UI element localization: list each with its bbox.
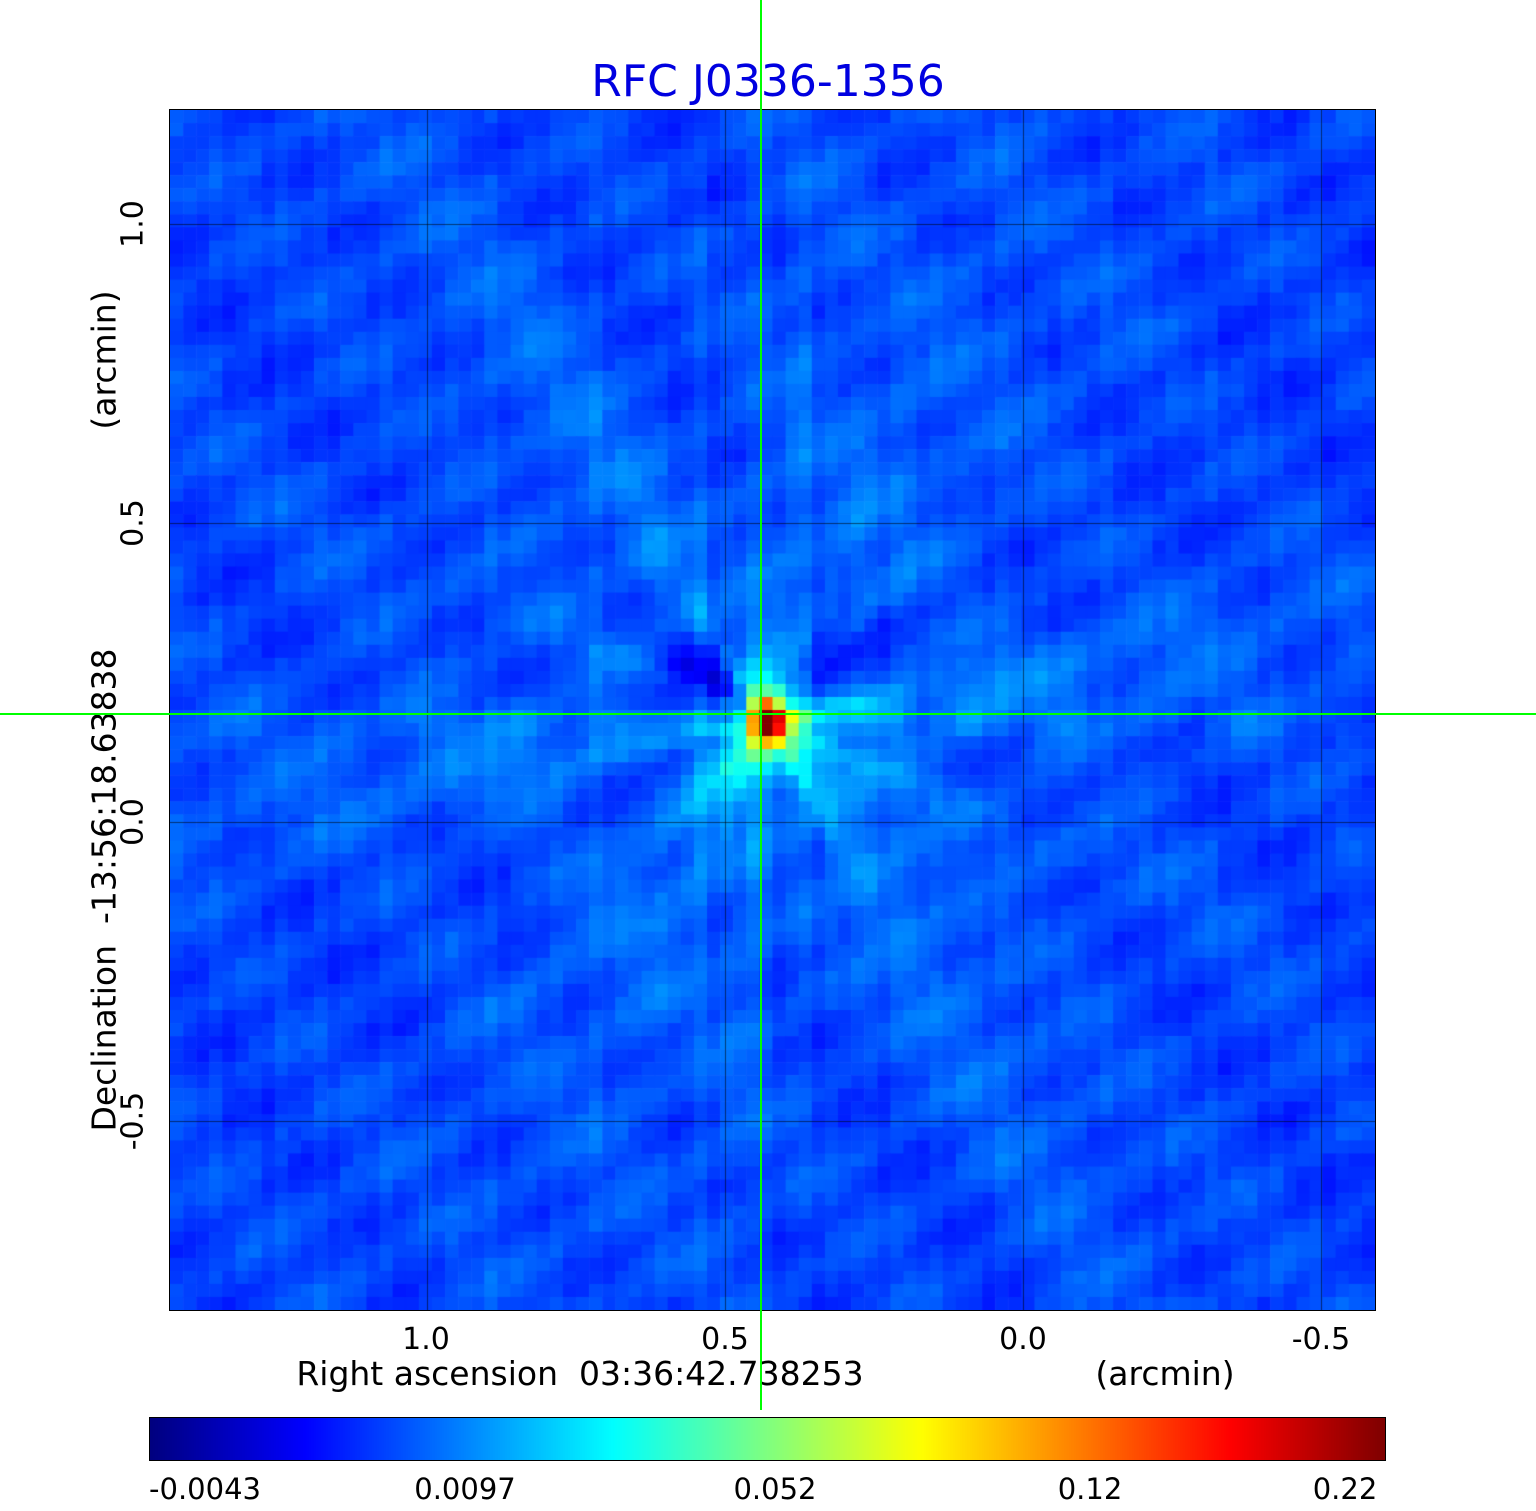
x-tick-label--0.5: -0.5 <box>1291 1322 1351 1357</box>
colorbar <box>149 1417 1386 1461</box>
x-tick-label-0.5: 0.5 <box>701 1322 749 1357</box>
x-tick-label-1.0: 1.0 <box>402 1322 450 1357</box>
y-axis-unit: (arcmin) <box>84 290 124 430</box>
colorbar-label-3: 0.12 <box>1057 1472 1123 1506</box>
colorbar-label-2: 0.052 <box>733 1472 817 1506</box>
y-tick-label-0.5: 0.5 <box>115 499 151 547</box>
colorbar-label-1: 0.0097 <box>414 1472 516 1506</box>
plot-area <box>169 109 1376 1311</box>
x-axis-unit: (arcmin) <box>1095 1354 1235 1393</box>
crosshair-horizontal-line <box>0 713 1536 715</box>
x-axis-label: Right ascension 03:36:42.738253 <box>296 1354 864 1393</box>
y-axis-label: Declination -13:56:18.63838 <box>84 648 124 1132</box>
colorbar-label-4: 0.22 <box>1312 1472 1378 1506</box>
figure-title: RFC J0336-1356 <box>591 56 945 107</box>
colorbar-label-0: -0.0043 <box>149 1472 261 1506</box>
heatmap-canvas <box>170 110 1375 1310</box>
x-tick-label-0.0: 0.0 <box>999 1322 1047 1357</box>
y-tick-label-1.0: 1.0 <box>115 200 151 248</box>
crosshair-vertical-line <box>760 0 762 1410</box>
